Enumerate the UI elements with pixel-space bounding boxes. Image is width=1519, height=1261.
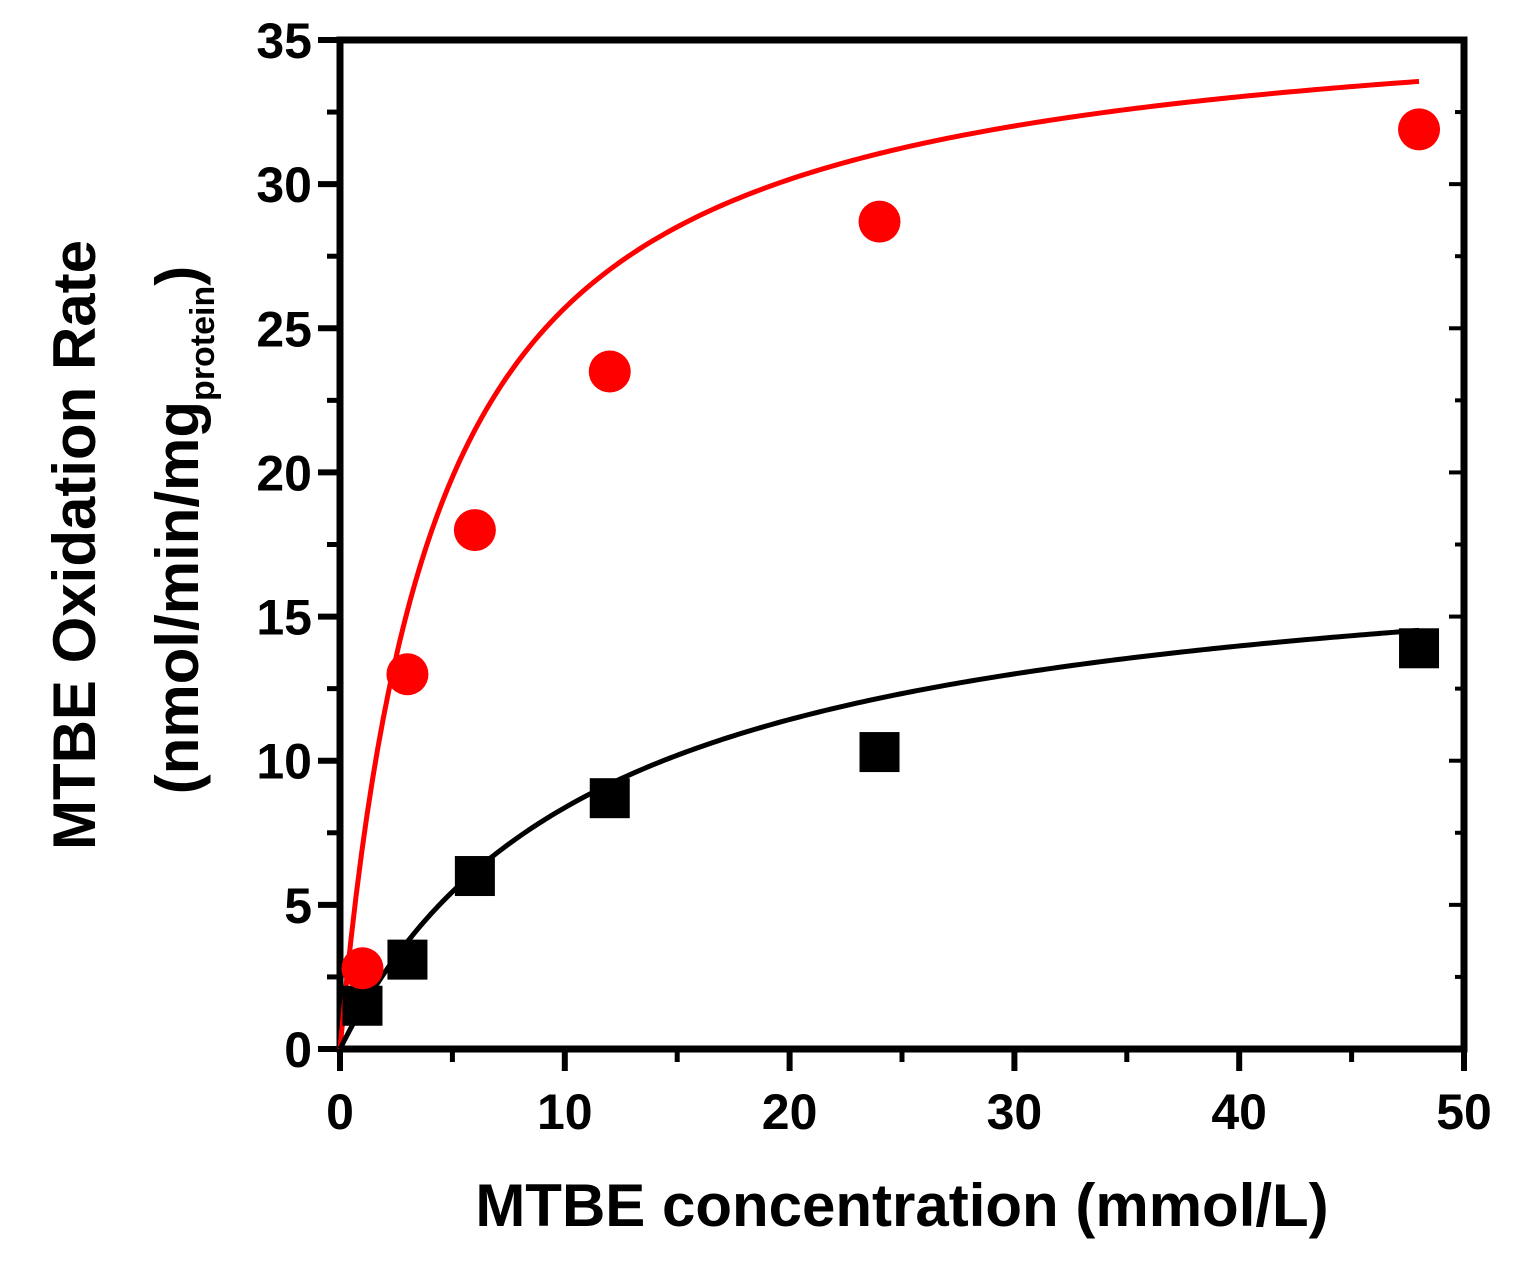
x-tick-label-50: 50: [1436, 1084, 1492, 1140]
red-circles-fit-curve: [337, 78, 1420, 1050]
y-tick-label-20: 20: [256, 445, 312, 501]
y-tick-label-15: 15: [256, 590, 312, 646]
black-squares-point-1: [387, 939, 428, 980]
y-tick-label-35: 35: [256, 13, 312, 69]
y-axis-title-line1: MTBE Oxidation Rate: [41, 240, 108, 850]
black-squares-point-4: [859, 732, 900, 773]
x-tick-label-0: 0: [326, 1084, 354, 1140]
y-axis-units-prefix: (nmol/min/mg: [144, 401, 211, 794]
black-squares-fit-curve: [337, 627, 1420, 1051]
plot-area-border: [336, 36, 1468, 1053]
red-circles-point-2: [453, 509, 496, 552]
black-squares-point-0: [342, 985, 383, 1026]
y-tick-label-5: 5: [284, 878, 312, 934]
y-axis-units-suffix: ): [144, 266, 211, 286]
ticks: [318, 37, 1467, 1071]
x-axis-title: MTBE concentration (mmol/L): [475, 1172, 1328, 1239]
fit-curves: [337, 78, 1420, 1051]
red-circles-point-5: [1398, 108, 1441, 151]
red-circles-point-1: [386, 653, 429, 696]
y-tick-label-30: 30: [256, 157, 312, 213]
x-tick-label-20: 20: [762, 1084, 818, 1140]
black-squares-point-5: [1399, 628, 1440, 669]
y-axis-units-subscript: protein: [184, 286, 222, 401]
red-circles-point-4: [858, 200, 901, 243]
x-tick-label-40: 40: [1211, 1084, 1267, 1140]
y-tick-label-25: 25: [256, 301, 312, 357]
red-circles-point-3: [588, 350, 631, 393]
data-markers: [341, 108, 1441, 1026]
red-circles-point-0: [341, 947, 384, 990]
y-axis-units-text: (nmol/min/mgprotein): [144, 266, 222, 795]
x-tick-label-10: 10: [537, 1084, 593, 1140]
tick-labels: 0 10 20 30 40 50 0 5 10 15 20 25 30 35: [256, 13, 1491, 1140]
y-tick-label-10: 10: [256, 734, 312, 790]
y-tick-label-0: 0: [284, 1022, 312, 1078]
y-axis-title: MTBE Oxidation Rate: [41, 240, 108, 850]
black-squares-point-2: [454, 856, 495, 897]
plot-frame: [336, 36, 1468, 1053]
black-squares-point-3: [589, 778, 630, 819]
y-axis-units: (nmol/min/mgprotein): [144, 266, 222, 795]
x-tick-label-30: 30: [987, 1084, 1043, 1140]
